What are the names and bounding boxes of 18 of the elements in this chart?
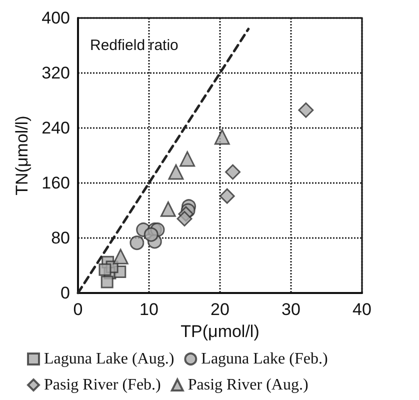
y-tick-label: 160	[42, 174, 70, 192]
legend-label: Pasig River (Aug.)	[188, 376, 308, 394]
x-tick-label: 20	[210, 300, 230, 319]
y-tick-label: 80	[51, 228, 70, 248]
y-axis-title: TN(μmol/l)	[12, 116, 32, 196]
x-tick-label: 30	[282, 300, 300, 319]
x-axis-title: TP(μmol/l)	[180, 322, 260, 341]
legend-label: Laguna Lake (Feb.)	[201, 350, 328, 368]
x-tick-label: 40	[352, 300, 372, 319]
legend-label: Pasig River (Feb.)	[44, 376, 161, 394]
y-tick-label: 320	[42, 64, 70, 82]
x-tick-label: 0	[73, 300, 83, 319]
annotation: Redfield ratio	[90, 37, 178, 54]
legend-label: Laguna Lake (Aug.)	[44, 350, 174, 368]
y-tick-label: 240	[42, 118, 70, 138]
x-tick-label: 10	[140, 300, 158, 319]
y-tick-label: 400	[42, 8, 70, 28]
y-tick-label: 0	[60, 284, 70, 302]
